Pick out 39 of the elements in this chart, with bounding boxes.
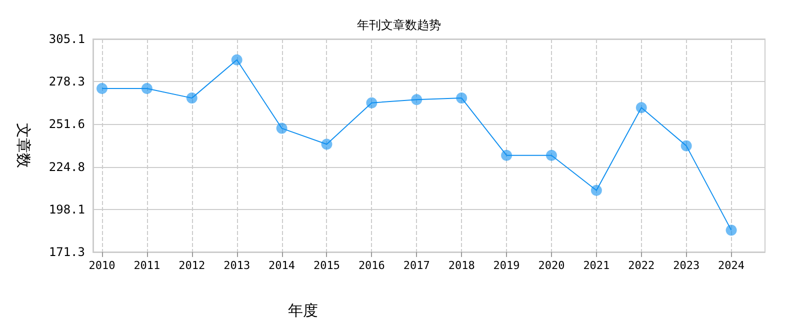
x-tick-label: 2017 bbox=[403, 259, 430, 272]
point bbox=[501, 150, 512, 161]
x-tick-label: 2018 bbox=[448, 259, 475, 272]
point bbox=[680, 140, 692, 152]
x-tick-label: 2023 bbox=[673, 259, 700, 272]
point bbox=[726, 224, 737, 236]
point bbox=[96, 83, 108, 94]
y-tick-label: 224.8 bbox=[48, 160, 85, 174]
point bbox=[456, 92, 468, 104]
x-tick-label: 2011 bbox=[134, 259, 160, 272]
x-tick-label: 2024 bbox=[718, 259, 745, 272]
y-axis-title: 文章数 bbox=[14, 123, 32, 168]
x-tick-label: 2016 bbox=[358, 259, 385, 272]
point bbox=[546, 150, 557, 161]
y-tick-label: 251.6 bbox=[48, 117, 85, 132]
x-tick-label: 2012 bbox=[178, 259, 206, 272]
x-tick-label: 2019 bbox=[493, 259, 520, 272]
x-tick-label: 2015 bbox=[313, 259, 340, 272]
x-tick-label: 2014 bbox=[268, 259, 296, 272]
y-tick-label: 171.3 bbox=[48, 245, 85, 259]
point bbox=[321, 138, 332, 150]
point bbox=[231, 54, 242, 66]
x-axis-title: 年度 bbox=[288, 302, 318, 320]
x-tick-label: 2010 bbox=[88, 259, 116, 272]
chart-title: 年刊文章数趋势 bbox=[357, 18, 441, 32]
y-tick-label: 278.3 bbox=[48, 74, 85, 89]
point bbox=[186, 92, 198, 104]
point bbox=[141, 83, 152, 94]
x-tick-label: 2020 bbox=[538, 259, 565, 272]
x-tick-label: 2021 bbox=[583, 259, 610, 272]
x-tick-label: 2022 bbox=[628, 259, 655, 272]
point bbox=[366, 97, 378, 108]
point bbox=[411, 94, 422, 106]
point bbox=[590, 184, 602, 196]
y-tick-label: 198.1 bbox=[48, 202, 85, 216]
x-tick-label: 2013 bbox=[224, 259, 250, 272]
y-tick-label: 305.1 bbox=[48, 32, 85, 46]
point bbox=[276, 122, 288, 134]
point bbox=[636, 102, 647, 114]
